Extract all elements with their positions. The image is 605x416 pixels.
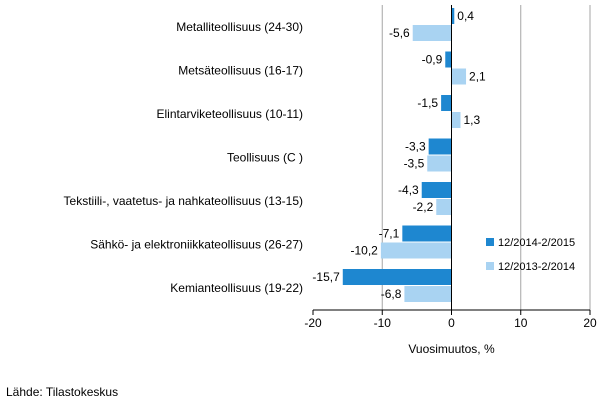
bar: [427, 155, 452, 172]
data-label: -1,5: [417, 96, 438, 110]
value-labels: 0,4 -5,6 -0,9 2,1 -1,5 1,3 -3,3 -3,5 -4,3 -2,2 -7,…: [312, 9, 486, 301]
bar: [451, 8, 455, 24]
data-label: -7,1: [379, 227, 400, 241]
data-label: -15,7: [312, 270, 340, 284]
bar: [451, 68, 467, 85]
x-axis: -20 -10 0 10 20: [304, 5, 597, 330]
x-tick-label: 20: [583, 316, 597, 330]
category-label: Elintarviketeollisuus (10-11): [156, 107, 303, 121]
x-tick-label: 0: [448, 316, 455, 330]
bar: [342, 269, 452, 285]
legend-swatch: [486, 262, 494, 270]
category-label: Metsäteollisuus (16-17): [178, 63, 303, 77]
data-label: 0,4: [457, 9, 474, 23]
data-label: -3,3: [405, 140, 426, 154]
bar: [402, 225, 452, 242]
x-tick-label: -10: [374, 316, 392, 330]
x-axis-title: Vuosimuutos, %: [408, 342, 495, 356]
source-note: Lähde: Tilastokeskus: [6, 385, 119, 399]
x-tick-label: 10: [514, 316, 528, 330]
bar: [451, 112, 461, 128]
grid-lines: [381, 5, 591, 310]
category-label: Tekstiili-, vaatetus- ja nahkateollisuus…: [64, 194, 303, 208]
category-label: Teollisuus (C ): [227, 150, 303, 164]
bar: [436, 199, 452, 215]
category-label: Sähkö- ja elektroniikkateollisuus (26-27…: [90, 237, 303, 251]
category-label: Metalliteollisuus (24-30): [176, 20, 303, 34]
data-label: -4,3: [398, 183, 419, 197]
bar: [412, 25, 452, 41]
legend: 12/2014-2/2015 12/2013-2/2014: [486, 237, 575, 273]
bar: [445, 51, 452, 68]
bar: [441, 95, 452, 111]
category-labels: Metalliteollisuus (24-30) Metsäteollisuus…: [64, 20, 303, 295]
x-tick-label: -20: [304, 316, 322, 330]
data-label: -0,9: [422, 53, 443, 67]
bar: [404, 286, 452, 302]
data-label: 2,1: [469, 70, 486, 84]
data-label: -6,8: [381, 287, 402, 301]
data-label: 1,3: [464, 113, 481, 127]
data-label: -5,6: [389, 26, 410, 40]
bars: [342, 8, 467, 302]
data-label: -10,2: [351, 244, 379, 258]
bar: [421, 182, 452, 198]
legend-swatch: [486, 238, 494, 246]
bar: [380, 242, 452, 259]
data-label: -2,2: [413, 200, 434, 214]
category-label: Kemianteollisuus (19-22): [170, 281, 303, 295]
bar: [428, 138, 452, 155]
legend-label: 12/2013-2/2014: [498, 261, 575, 273]
data-label: -3,5: [404, 157, 425, 171]
legend-label: 12/2014-2/2015: [498, 237, 575, 249]
